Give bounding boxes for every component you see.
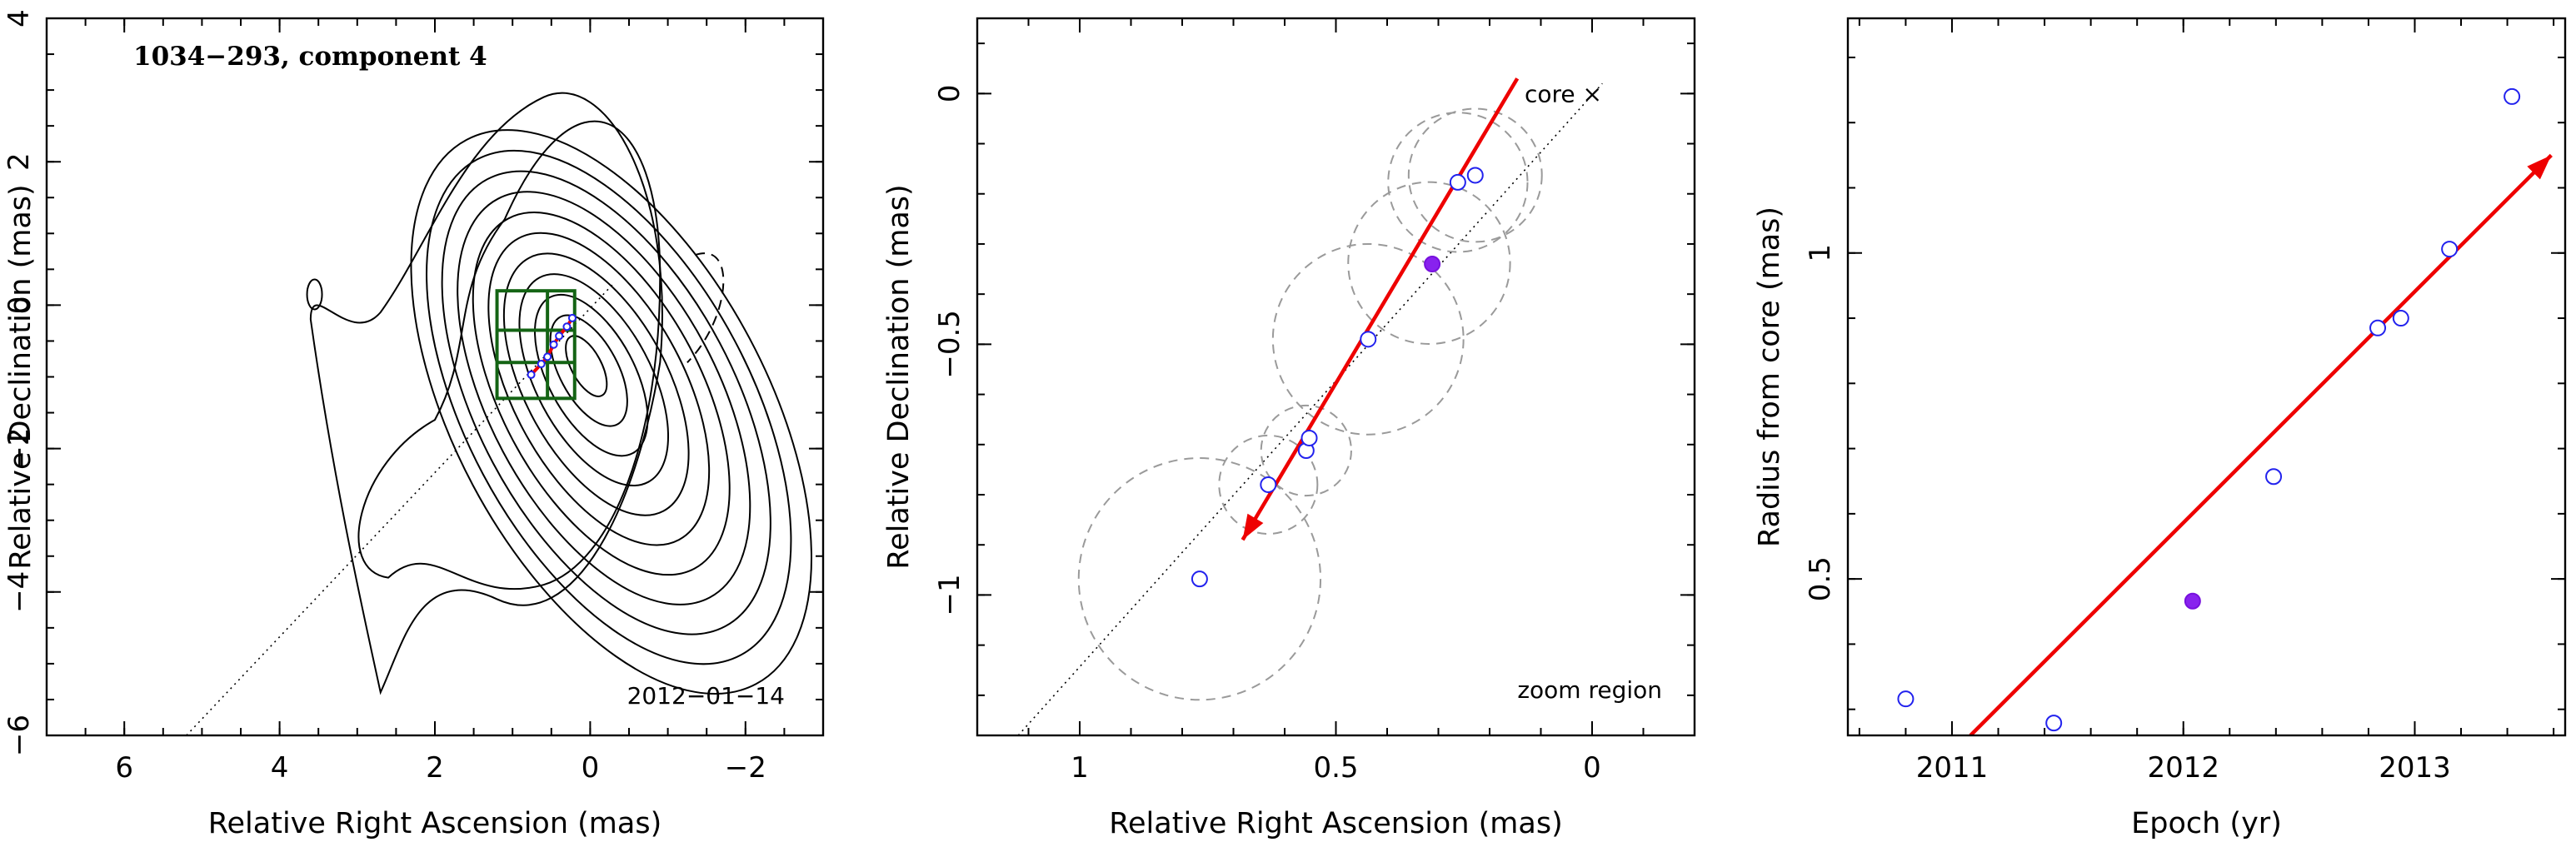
contour-level bbox=[549, 314, 628, 427]
reference-line bbox=[1017, 82, 1603, 735]
data-point-open bbox=[1449, 173, 1466, 191]
data-point-filled bbox=[2184, 592, 2201, 610]
data-point-open bbox=[2392, 310, 2409, 327]
panel1-y-tick-label: −6 bbox=[2, 715, 36, 756]
contour-level bbox=[487, 232, 711, 546]
panel2-y-tick-label: −0.5 bbox=[933, 310, 966, 379]
panel1-x-axis-label: Relative Right Ascension (mas) bbox=[208, 807, 661, 840]
data-point-open bbox=[2441, 241, 2459, 258]
error-circle bbox=[1387, 112, 1529, 253]
panel3-x-tick-label: 2013 bbox=[2379, 751, 2451, 785]
data-point-open bbox=[2045, 715, 2063, 732]
panel1-x-tick-label: −2 bbox=[725, 751, 766, 785]
contour-negative bbox=[686, 252, 725, 363]
panel1-y-tick-label: 2 bbox=[2, 152, 36, 171]
zoom-region-box bbox=[495, 289, 577, 401]
panel1-epoch-label: 2012−01−14 bbox=[627, 682, 785, 710]
track-point bbox=[555, 331, 564, 341]
contour-level bbox=[518, 273, 670, 487]
panel2-x-tick-label: 0 bbox=[1583, 751, 1601, 785]
contour-level bbox=[410, 129, 813, 695]
panel1-x-tick-label: 2 bbox=[426, 751, 444, 785]
panel1-y-tick-label: −2 bbox=[2, 428, 36, 470]
data-point-open bbox=[2504, 87, 2521, 105]
error-circle bbox=[1347, 181, 1511, 345]
panel3-y-tick-label: 0.5 bbox=[1804, 556, 1837, 601]
error-circle bbox=[1260, 404, 1352, 497]
track-point bbox=[527, 370, 536, 379]
panel2-x-tick-label: 0.5 bbox=[1313, 751, 1358, 785]
panel3-x-tick-label: 2012 bbox=[2147, 751, 2219, 785]
panel3-x-tick-label: 2011 bbox=[1916, 751, 1989, 785]
track-point bbox=[567, 313, 577, 322]
data-point-open bbox=[1191, 570, 1208, 588]
data-point-open bbox=[1300, 429, 1318, 446]
panel1-x-tick-label: 6 bbox=[115, 751, 133, 785]
fit-arrow-head bbox=[2527, 155, 2552, 180]
panel2-y-tick-label: −1 bbox=[933, 574, 966, 615]
data-point-open bbox=[1466, 167, 1484, 184]
contour-outer-extended bbox=[309, 92, 663, 695]
data-point-open bbox=[1897, 690, 1915, 708]
panel2-y-tick-label: 0 bbox=[933, 84, 966, 102]
data-point-open bbox=[1260, 476, 1277, 493]
data-point-open bbox=[1360, 331, 1377, 348]
contour-level bbox=[502, 252, 690, 516]
core-label: core × bbox=[1525, 80, 1602, 107]
panel3-frame bbox=[1846, 17, 2567, 737]
panel3-x-axis-label: Epoch (yr) bbox=[2131, 807, 2282, 840]
zoom-region-label: zoom region bbox=[1517, 676, 1662, 704]
panel1-plot-area bbox=[186, 92, 813, 735]
track-point bbox=[537, 360, 546, 369]
contour-level bbox=[426, 149, 792, 665]
track-point bbox=[543, 352, 552, 361]
panel1-annotation: 1034−293, component 4 bbox=[133, 42, 487, 72]
contour-level bbox=[534, 293, 649, 457]
fit-arrow bbox=[1969, 153, 2553, 735]
panel1-y-tick-label: −4 bbox=[2, 571, 36, 613]
track-point bbox=[562, 322, 572, 331]
trend-arrow-head bbox=[1242, 513, 1264, 541]
contour-level bbox=[472, 212, 731, 576]
track-point bbox=[549, 340, 558, 349]
data-point-open bbox=[2369, 319, 2387, 336]
contour-outer bbox=[357, 120, 661, 590]
panel1-x-tick-label: 0 bbox=[582, 751, 600, 785]
panel1-y-tick-label: 0 bbox=[2, 296, 36, 315]
data-point-open bbox=[2265, 468, 2283, 486]
panel1-y-tick-label: 4 bbox=[2, 9, 36, 27]
panel-contour-map: 6 4 2 0 −2 4 2 0 −2 −4 −6 1034−293, component 4 2012… bbox=[2, 9, 825, 840]
contour-level bbox=[457, 191, 751, 605]
panel2-frame bbox=[976, 17, 1696, 737]
panel1-frame bbox=[45, 17, 825, 737]
contour-level bbox=[565, 335, 608, 397]
error-circle bbox=[1407, 107, 1543, 243]
panel2-x-axis-label: Relative Right Ascension (mas) bbox=[1109, 807, 1562, 840]
panel-zoom-region: 1 0.5 0 0 −0.5 −1 core × zoom region Relative Ri… bbox=[882, 17, 1696, 840]
panel3-plot-area bbox=[1897, 87, 2553, 735]
panel2-plot-area bbox=[1017, 77, 1603, 735]
contour-level bbox=[441, 170, 771, 635]
error-circle bbox=[1271, 242, 1465, 436]
panel1-y-axis-label: Relative Declination (mas) bbox=[4, 184, 37, 569]
error-circle bbox=[1077, 457, 1322, 701]
panel2-y-axis-label: Relative Declination (mas) bbox=[882, 184, 916, 569]
panel3-y-tick-label: 1 bbox=[1804, 244, 1837, 262]
panel2-x-tick-label: 1 bbox=[1071, 751, 1089, 785]
panel3-y-axis-label: Radius from core (mas) bbox=[1753, 207, 1786, 547]
panel1-x-tick-label: 4 bbox=[271, 751, 289, 785]
contour-island bbox=[306, 278, 323, 311]
error-circle bbox=[1218, 434, 1319, 535]
data-point-filled bbox=[1424, 256, 1441, 273]
panel-radius-vs-epoch: 2011 2012 2013 0.5 1 Epoch (yr) Radius from co… bbox=[1753, 17, 2567, 840]
trend-arrow bbox=[1241, 77, 1520, 541]
